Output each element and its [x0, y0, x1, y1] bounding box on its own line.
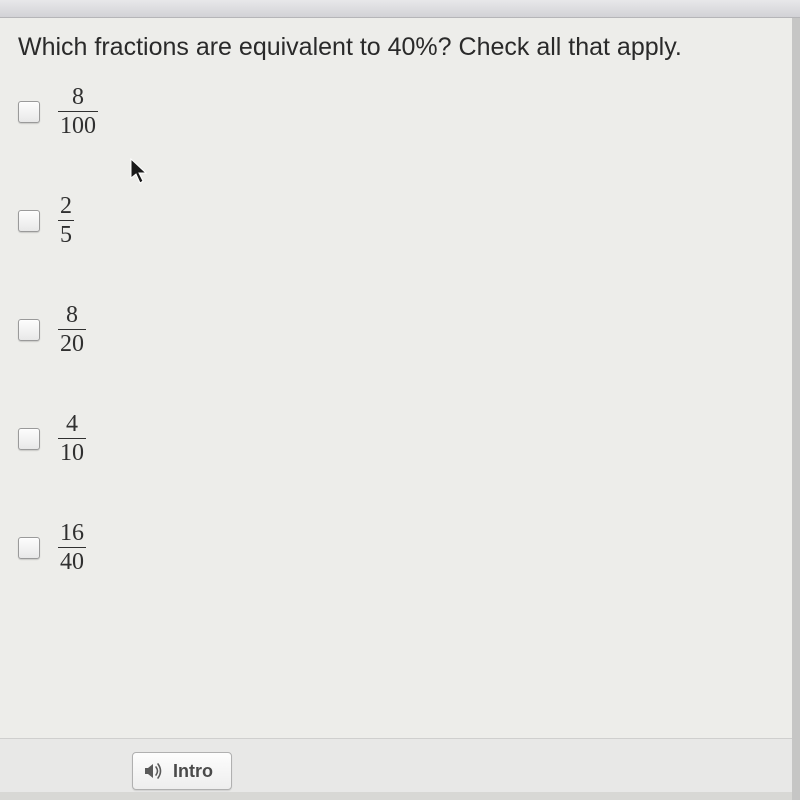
fraction-numerator: 4 — [64, 412, 80, 438]
checkbox-option-5[interactable] — [18, 537, 40, 559]
scrollbar-track[interactable] — [792, 18, 800, 800]
fraction-option-2: 2 5 — [58, 194, 74, 247]
fraction-numerator: 8 — [64, 303, 80, 329]
option-row: 4 10 — [18, 412, 774, 465]
intro-button[interactable]: Intro — [132, 752, 232, 790]
checkbox-option-1[interactable] — [18, 101, 40, 123]
speaker-icon — [143, 761, 165, 781]
cursor-arrow-icon — [130, 158, 150, 186]
intro-button-label: Intro — [173, 761, 213, 782]
fraction-denominator: 10 — [58, 438, 86, 465]
fraction-denominator: 20 — [58, 329, 86, 356]
checkbox-option-4[interactable] — [18, 428, 40, 450]
question-text: Which fractions are equivalent to 40%? C… — [18, 32, 774, 63]
fraction-denominator: 100 — [58, 111, 98, 138]
option-row: 8 100 — [18, 85, 774, 138]
fraction-denominator: 5 — [58, 220, 74, 247]
window-titlebar — [0, 0, 800, 18]
fraction-numerator: 16 — [58, 521, 86, 547]
checkbox-option-3[interactable] — [18, 319, 40, 341]
fraction-option-5: 16 40 — [58, 521, 86, 574]
option-row: 8 20 — [18, 303, 774, 356]
checkbox-option-2[interactable] — [18, 210, 40, 232]
question-panel: Which fractions are equivalent to 40%? C… — [0, 18, 792, 738]
option-row: 2 5 — [18, 194, 774, 247]
fraction-option-4: 4 10 — [58, 412, 86, 465]
option-row: 16 40 — [18, 521, 774, 574]
fraction-numerator: 8 — [70, 85, 86, 111]
bottom-toolbar: Intro — [0, 738, 792, 792]
fraction-option-1: 8 100 — [58, 85, 98, 138]
fraction-denominator: 40 — [58, 547, 86, 574]
fraction-numerator: 2 — [58, 194, 74, 220]
fraction-option-3: 8 20 — [58, 303, 86, 356]
